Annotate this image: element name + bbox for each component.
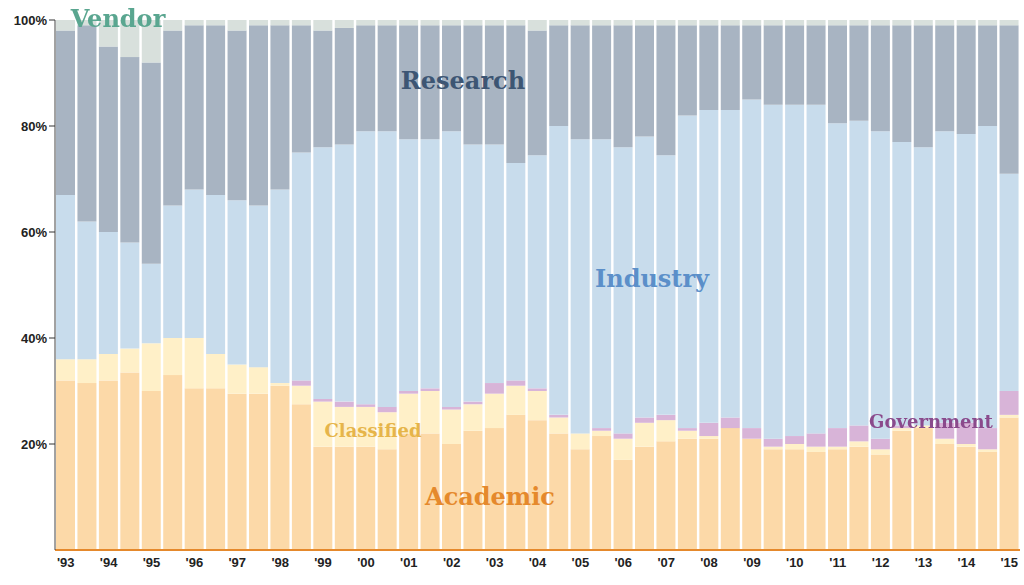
svg-text:'96: '96: [186, 555, 204, 570]
svg-text:'09: '09: [743, 555, 761, 570]
svg-text:20%: 20%: [21, 437, 47, 452]
svg-text:'10: '10: [786, 555, 804, 570]
svg-text:'13: '13: [915, 555, 933, 570]
svg-text:'06: '06: [614, 555, 632, 570]
html-text:Classified: Classified: [324, 420, 422, 442]
svg-text:'03: '03: [486, 555, 504, 570]
svg-text:'00: '00: [357, 555, 375, 570]
html-text:Academic: Academic: [425, 482, 555, 512]
svg-text:'01: '01: [400, 555, 418, 570]
html-text:Industry: Industry: [595, 264, 709, 294]
svg-text:'11: '11: [829, 555, 846, 570]
html-text:Government: Government: [869, 411, 993, 433]
html-text:Research: Research: [400, 66, 526, 96]
svg-text:'93: '93: [57, 555, 75, 570]
svg-text:'94: '94: [100, 555, 118, 570]
svg-text:60%: 60%: [21, 225, 47, 240]
svg-text:80%: 80%: [21, 119, 47, 134]
svg-text:'15: '15: [1000, 555, 1016, 570]
svg-text:'98: '98: [271, 555, 289, 570]
svg-text:'05: '05: [572, 555, 590, 570]
svg-text:'08: '08: [700, 555, 718, 570]
svg-text:100%: 100%: [14, 13, 48, 28]
svg-text:40%: 40%: [21, 331, 47, 346]
svg-text:'99: '99: [314, 555, 332, 570]
svg-text:'95: '95: [143, 555, 161, 570]
svg-text:'97: '97: [228, 555, 246, 570]
svg-text:'14: '14: [958, 555, 976, 570]
svg-text:'02: '02: [443, 555, 461, 570]
html-text:Vendor: Vendor: [70, 4, 166, 34]
svg-text:'07: '07: [657, 555, 675, 570]
svg-text:'12: '12: [872, 555, 890, 570]
svg-text:'04: '04: [529, 555, 547, 570]
